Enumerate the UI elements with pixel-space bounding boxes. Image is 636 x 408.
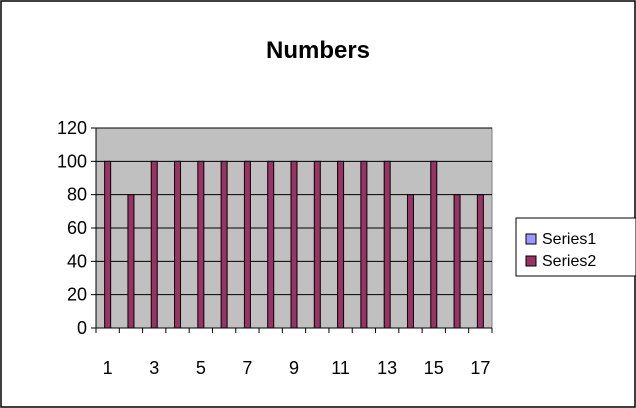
legend-box	[515, 217, 636, 277]
legend: Series1 Series2	[515, 217, 636, 277]
bar-series2-1	[104, 160, 112, 329]
bar-series2-10	[313, 160, 321, 329]
bar-series2-4	[174, 160, 182, 329]
y-tick-label: 20	[67, 285, 87, 305]
x-tick-label: 5	[196, 358, 206, 378]
bar-series2-14	[406, 194, 414, 329]
x-tick-label: 11	[331, 358, 350, 378]
x-tick-label: 1	[103, 358, 113, 378]
bar-series2-16	[453, 194, 461, 329]
bar-series2-2	[127, 194, 135, 329]
x-tick-label: 15	[424, 358, 444, 378]
y-tick-label: 40	[67, 251, 87, 271]
legend-swatch-series2	[525, 255, 537, 267]
x-tick-label: 13	[377, 358, 397, 378]
y-axis: 0 20 40 60 80 100 120	[57, 118, 97, 338]
bar-series2-7	[243, 160, 251, 329]
y-tick-label: 80	[67, 185, 87, 205]
legend-label-series2: Series2	[542, 253, 596, 270]
bar-series2-11	[337, 160, 345, 329]
bar-series2-15	[430, 160, 438, 329]
bar-series2-8	[267, 160, 275, 329]
chart-title: Numbers	[266, 37, 370, 64]
x-tick-label: 7	[242, 358, 252, 378]
legend-swatch-series1	[525, 233, 537, 245]
bar-series2-13	[383, 160, 391, 329]
bar-series2-12	[360, 160, 368, 329]
x-tick-label: 3	[149, 358, 159, 378]
legend-label-series1: Series1	[542, 231, 596, 248]
bar-series2-17	[476, 194, 484, 329]
x-axis: 1 3 5 7 9 11 13 15 17	[95, 327, 493, 378]
bar-series2-9	[290, 160, 298, 329]
y-tick-label: 120	[57, 118, 87, 138]
y-tick-label: 60	[67, 218, 87, 238]
bar-series2-3	[150, 160, 158, 329]
bar-series2-6	[220, 160, 228, 329]
x-tick-label: 9	[289, 358, 299, 378]
y-tick-label: 0	[77, 318, 87, 338]
bar-series2-5	[197, 160, 205, 329]
x-tick-label: 17	[470, 358, 490, 378]
y-tick-label: 100	[57, 151, 87, 171]
